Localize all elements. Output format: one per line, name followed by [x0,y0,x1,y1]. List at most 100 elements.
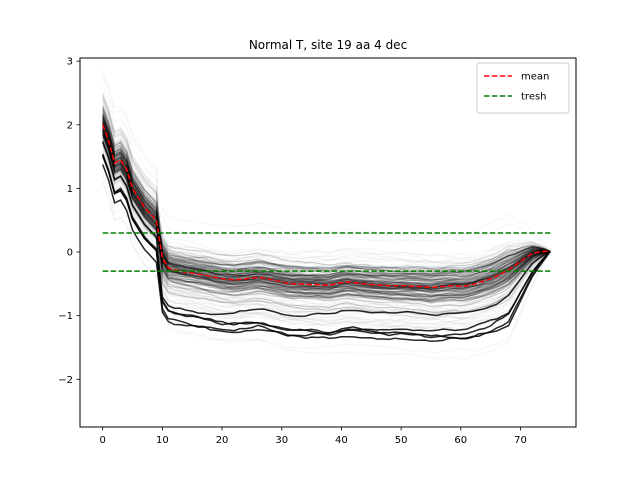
sample-trace [102,141,551,281]
sample-trace [102,140,551,278]
sample-trace [102,129,551,328]
sample-trace [102,107,551,281]
sample-trace [102,122,551,303]
x-tick-label: 40 [335,435,348,446]
sample-trace [102,127,551,281]
sample-trace [102,141,551,289]
sample-trace [102,138,551,280]
sample-trace [102,133,551,297]
sample-trace [102,111,551,288]
sample-trace [102,127,551,267]
y-tick-label: 3 [67,57,73,68]
sample-trace [102,97,551,300]
sample-trace [102,152,551,276]
sample-trace [102,133,551,292]
sample-trace [102,133,551,281]
x-tick-label: 50 [395,435,408,446]
sample-trace [102,118,551,281]
sample-trace [102,74,551,305]
sample-trace [102,129,551,304]
sample-trace [102,173,551,305]
sample-trace [102,114,551,264]
sample-trace [102,141,551,272]
sample-trace [102,109,551,299]
sample-trace [102,125,551,283]
sample-trace [102,121,551,280]
sample-trace [102,94,551,292]
sample-trace [102,118,551,288]
sample-trace [102,121,551,279]
sample-trace [101,164,551,343]
sample-trace [102,116,551,302]
sample-trace [102,121,551,294]
sample-trace [101,155,551,318]
sample-trace [102,132,551,271]
x-tick-label: 30 [275,435,288,446]
sample-trace [102,119,551,292]
sample-trace [102,121,551,285]
sample-trace [102,128,551,292]
sample-trace [102,124,551,300]
x-tick-label: 70 [514,435,527,446]
legend: mean tresh [476,62,570,114]
sample-trace [102,117,551,291]
sample-trace [102,126,551,298]
sample-trace [102,130,551,288]
sample-trace [102,136,551,303]
sample-trace [101,153,551,340]
sample-trace [102,145,551,273]
sample-trace [102,142,551,333]
sample-trace [102,131,551,329]
y-tick-label: −2 [58,375,73,386]
sample-trace [102,91,551,287]
sample-trace [102,111,551,293]
legend-box [476,62,570,114]
sample-trace [102,110,551,301]
sample-trace [102,122,551,290]
sample-traces [101,70,551,360]
sample-trace [102,131,551,288]
sample-trace [102,114,551,301]
sample-trace [102,111,551,302]
axes-frame [79,57,577,428]
legend-label-tresh: tresh [521,92,547,103]
sample-trace [102,121,551,290]
sample-trace [102,129,551,299]
sample-trace [102,121,551,271]
sample-trace [102,124,551,277]
sample-trace [102,123,551,291]
y-tick-label: 1 [67,184,73,195]
sample-trace [102,99,551,283]
sample-trace [102,101,551,354]
sample-trace [102,128,551,301]
sample-trace [102,136,551,360]
sample-trace [102,136,551,283]
sample-trace [102,97,551,309]
sample-trace [102,117,551,290]
sample-trace [102,109,551,287]
sample-trace [102,121,551,252]
sample-trace [102,140,551,275]
chart-title: Normal T, site 19 aa 4 dec [249,38,407,52]
sample-trace [102,116,551,279]
sample-trace [102,128,551,297]
sample-trace [102,102,551,285]
sample-trace [102,131,551,298]
sample-trace [102,132,551,308]
sample-trace [102,114,551,293]
x-tick-label: 10 [156,435,169,446]
sample-trace [102,110,551,264]
sample-trace [102,118,551,279]
sample-trace [102,129,551,290]
sample-trace [102,130,551,307]
sample-trace [102,125,551,257]
sample-trace [102,117,551,289]
sample-trace [102,154,551,302]
sample-trace [102,131,551,284]
sample-trace [102,143,551,299]
sample-trace [102,139,551,265]
sample-trace [102,120,551,314]
sample-trace [102,131,551,288]
sample-trace [102,137,551,283]
